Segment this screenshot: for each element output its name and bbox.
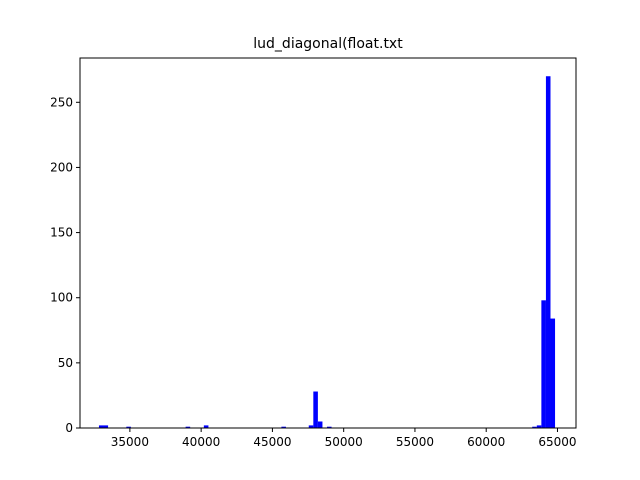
bar-group bbox=[98, 76, 556, 429]
plot-area-frame bbox=[79, 57, 577, 429]
histogram-bar-5 bbox=[281, 426, 286, 428]
histogram-bar-14 bbox=[550, 318, 556, 428]
y-tick-label-3: 150 bbox=[50, 226, 73, 240]
y-tick-label-2: 100 bbox=[50, 291, 73, 305]
histogram-bar-10 bbox=[532, 426, 537, 428]
y-axis-ticks: 0 50 100 150 200 250 bbox=[50, 95, 80, 435]
x-tick-label-1: 40000 bbox=[182, 435, 220, 449]
histogram-bar-4 bbox=[203, 425, 209, 428]
y-tick-label-4: 200 bbox=[50, 160, 73, 174]
histogram-bar-1 bbox=[103, 425, 109, 428]
chart-title: lud_diagonal(float.txt bbox=[253, 36, 403, 52]
histogram-bar-6 bbox=[308, 425, 314, 428]
histogram-bar-8 bbox=[317, 421, 323, 428]
histogram-bar-3 bbox=[185, 426, 191, 428]
histogram-bar-12 bbox=[541, 300, 546, 428]
x-tick-label-4: 55000 bbox=[396, 435, 434, 449]
x-tick-label-5: 60000 bbox=[467, 435, 505, 449]
x-tick-label-6: 65000 bbox=[538, 435, 576, 449]
y-tick-label-1: 50 bbox=[58, 356, 73, 370]
x-tick-label-0: 35000 bbox=[111, 435, 149, 449]
histogram-bar-11 bbox=[536, 425, 542, 428]
histogram-bar-0 bbox=[98, 425, 104, 428]
histogram-bar-9 bbox=[327, 426, 332, 428]
y-tick-label-5: 250 bbox=[50, 95, 73, 109]
histogram-bar-7 bbox=[313, 391, 318, 428]
histogram-bar-13 bbox=[545, 76, 551, 429]
x-tick-label-2: 45000 bbox=[253, 435, 291, 449]
histogram-bar-2 bbox=[126, 426, 131, 428]
x-axis-ticks: 35000 40000 45000 50000 55000 60000 65000 bbox=[111, 428, 577, 449]
y-tick-label-0: 0 bbox=[65, 421, 73, 435]
x-tick-label-3: 50000 bbox=[325, 435, 363, 449]
